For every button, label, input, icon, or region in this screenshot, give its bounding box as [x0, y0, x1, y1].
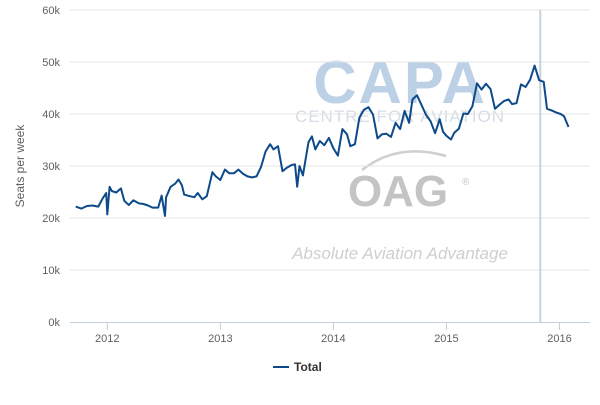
x-tick-label: 2015 — [434, 333, 458, 345]
capa-logo-subtitle: CENTRE FOR AVIATION — [295, 107, 505, 126]
oag-tagline: Absolute Aviation Advantage — [291, 244, 508, 263]
capa-logo: CAPA — [313, 49, 487, 116]
series-line-total — [75, 64, 570, 217]
y-tick-label: 60k — [42, 5, 60, 17]
x-tick-label: 2012 — [95, 333, 119, 345]
y-axis-title: Seats per week — [13, 124, 27, 208]
legend-label: Total — [294, 360, 322, 374]
oag-logo: OAG ® — [348, 150, 470, 216]
y-tick-label: 0k — [48, 317, 60, 329]
y-tick-label: 10k — [42, 265, 60, 277]
oag-registered-mark: ® — [462, 177, 470, 188]
y-tick-label: 40k — [42, 109, 60, 121]
x-tick-label: 2014 — [321, 333, 345, 345]
x-tick-label: 2016 — [547, 333, 571, 345]
watermark: CAPA CENTRE FOR AVIATION OAG ® Absolute … — [291, 49, 508, 263]
y-tick-label: 30k — [42, 161, 60, 173]
x-tick-label: 2013 — [208, 333, 232, 345]
oag-swoosh — [361, 150, 447, 171]
y-tick-label: 50k — [42, 57, 60, 69]
y-tick-label: 20k — [42, 213, 60, 225]
legend-item-total[interactable]: Total — [273, 360, 322, 374]
oag-logo-text: OAG — [348, 167, 448, 216]
